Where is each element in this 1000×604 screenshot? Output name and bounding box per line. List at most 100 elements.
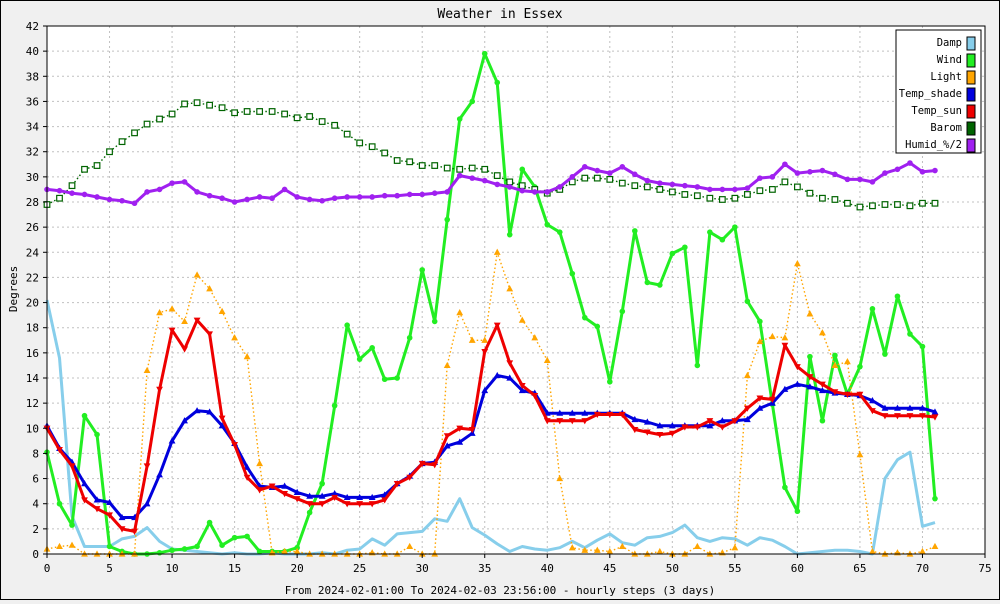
data-point <box>206 285 213 292</box>
data-point <box>743 191 751 198</box>
data-point <box>793 183 801 191</box>
legend-label: Light <box>930 71 962 83</box>
data-point <box>857 176 863 183</box>
data-point <box>494 181 501 188</box>
data-point <box>894 166 901 173</box>
data-point <box>556 474 564 482</box>
series-barom <box>43 99 939 211</box>
data-point <box>356 493 364 501</box>
data-point <box>381 192 388 199</box>
data-point <box>443 164 451 172</box>
data-point <box>556 229 563 235</box>
series-temp-sun <box>43 317 939 535</box>
data-point <box>506 231 513 238</box>
data-point <box>707 229 713 235</box>
data-point <box>618 542 626 550</box>
data-point <box>469 98 476 105</box>
data-point <box>156 386 163 393</box>
y-tick-label: 18 <box>26 322 39 335</box>
plot-area <box>47 26 985 554</box>
data-point <box>406 474 414 481</box>
data-point <box>881 413 889 420</box>
data-point <box>93 162 101 169</box>
data-point <box>693 542 701 550</box>
legend-label: Humid_%/2 <box>905 139 962 151</box>
data-point <box>493 371 501 379</box>
data-point <box>819 167 826 174</box>
data-point <box>143 463 151 470</box>
data-point <box>618 411 626 419</box>
data-point <box>468 426 476 434</box>
data-point <box>369 194 375 200</box>
data-point <box>281 110 289 118</box>
x-tick-label: 55 <box>728 562 741 575</box>
data-point <box>156 471 163 478</box>
data-point <box>832 171 838 178</box>
data-point <box>657 282 663 288</box>
data-point <box>356 356 363 362</box>
data-point <box>168 437 176 444</box>
data-point <box>919 169 926 175</box>
data-point <box>869 179 876 185</box>
data-point <box>543 418 551 425</box>
data-point <box>406 191 413 198</box>
legend-swatch <box>966 53 976 68</box>
data-point <box>693 424 701 431</box>
data-point <box>81 480 88 487</box>
data-point <box>443 433 451 440</box>
data-point <box>819 194 826 202</box>
data-point <box>393 157 401 164</box>
data-point <box>168 305 176 312</box>
data-point <box>444 216 451 223</box>
data-point <box>206 331 213 338</box>
data-point <box>531 189 538 195</box>
data-point <box>393 481 401 488</box>
y-tick-label: 30 <box>26 171 39 184</box>
data-point <box>481 177 488 184</box>
data-point <box>293 114 301 122</box>
data-point <box>769 174 776 180</box>
data-point <box>806 189 814 197</box>
data-point <box>894 293 901 300</box>
data-point <box>218 415 226 422</box>
data-point <box>319 480 325 487</box>
data-point <box>593 546 601 553</box>
data-point <box>356 139 364 147</box>
series-humid-2 <box>44 160 938 207</box>
data-point <box>932 495 938 502</box>
data-point <box>231 199 238 205</box>
data-point <box>731 418 739 425</box>
data-point <box>169 180 175 186</box>
series-line-temp-sun <box>45 318 936 533</box>
x-tick-label: 75 <box>978 562 991 575</box>
data-point <box>506 374 514 381</box>
data-point <box>294 544 300 551</box>
data-point <box>919 199 926 207</box>
data-point <box>81 412 88 419</box>
data-point <box>94 431 100 438</box>
data-point <box>206 519 213 526</box>
data-point <box>869 547 876 555</box>
data-point <box>706 422 714 429</box>
data-point <box>468 164 476 172</box>
data-point <box>231 534 238 541</box>
data-point <box>707 186 713 193</box>
data-point <box>281 547 289 555</box>
data-point <box>581 314 588 321</box>
data-point <box>794 508 801 515</box>
data-point <box>456 438 464 445</box>
data-point <box>819 386 826 394</box>
data-point <box>756 404 764 411</box>
data-point <box>493 322 501 329</box>
data-point <box>844 358 851 365</box>
data-point <box>106 512 113 519</box>
data-point <box>118 138 126 146</box>
data-point <box>181 317 188 325</box>
legend-swatch <box>966 36 976 51</box>
data-point <box>218 422 226 429</box>
data-point <box>68 182 76 190</box>
data-point <box>231 109 239 117</box>
data-point <box>106 498 113 506</box>
data-point <box>356 194 363 200</box>
